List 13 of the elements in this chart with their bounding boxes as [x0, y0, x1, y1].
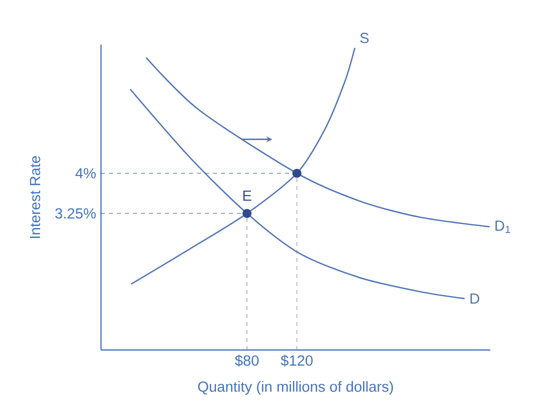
- series-label: D: [470, 294, 480, 304]
- line-series: [146, 56, 490, 228]
- line-series: [130, 47, 356, 285]
- line-series: [130, 88, 466, 300]
- y-tick-label: 4%: [75, 168, 96, 178]
- annotation: E: [243, 190, 252, 201]
- series-label: D$_{1}$: [496, 220, 510, 233]
- y-tick-label: 3.25%: [55, 208, 96, 219]
- x-tick-label: $80: [234, 354, 259, 367]
- series-label: S: [360, 32, 369, 44]
- y-axis-title: Interest Rate: [30, 156, 40, 238]
- x-tick-label: $120: [280, 354, 313, 367]
- x-axis-title: Quantity (in millions of dollars): [198, 381, 393, 395]
